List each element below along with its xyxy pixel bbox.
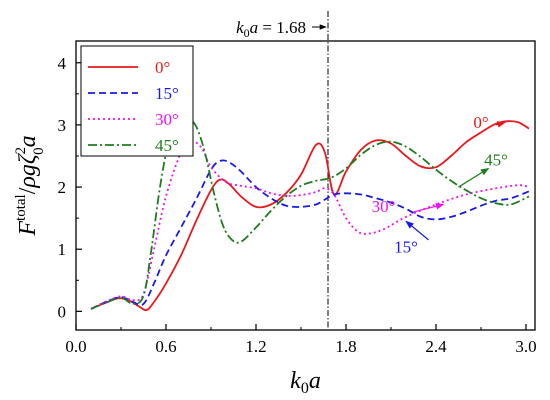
plot-frame <box>75 40 536 331</box>
x-tick-label: 1.8 <box>335 337 356 356</box>
legend-label: 15° <box>155 84 179 103</box>
x-tick-label: 1.2 <box>245 337 266 356</box>
annotation-arrow <box>495 121 506 128</box>
y-tick-label: 1 <box>58 240 67 259</box>
series-line-0 <box>90 120 530 312</box>
annotation-arrow <box>413 203 445 213</box>
x-axis-label: k0a <box>290 368 321 397</box>
annotation-label: 30° <box>372 197 396 216</box>
reference-line-label: k0a = 1.68 <box>236 18 306 40</box>
y-tick-label: 2 <box>58 178 67 197</box>
annotation-arrow <box>405 220 429 241</box>
y-tick-label: 3 <box>58 116 67 135</box>
legend-box <box>80 45 194 157</box>
legend-label: 30° <box>155 110 179 129</box>
legend-label: 0° <box>155 58 170 77</box>
x-tick-label: 0.6 <box>155 337 176 356</box>
x-tick-label: 3.0 <box>515 337 536 356</box>
y-tick-label: 4 <box>58 54 67 73</box>
legend: 0° 15° 30° 45° <box>80 45 194 157</box>
series-line-1 <box>90 159 530 310</box>
x-tick-label: 2.4 <box>425 337 447 356</box>
series-line-3 <box>90 117 530 310</box>
y-axis-label: Ftotal/ρgζ2 0a <box>13 135 47 236</box>
annotation-label: 15° <box>394 237 418 256</box>
annotation-arrow <box>458 167 490 188</box>
series-line-2 <box>90 141 530 310</box>
annotation-label: 0° <box>473 113 488 132</box>
legend-label: 45° <box>155 136 179 155</box>
x-tick-label: 0.0 <box>65 337 86 356</box>
annotation-label: 45° <box>484 150 508 169</box>
y-tick-label: 0 <box>58 302 67 321</box>
